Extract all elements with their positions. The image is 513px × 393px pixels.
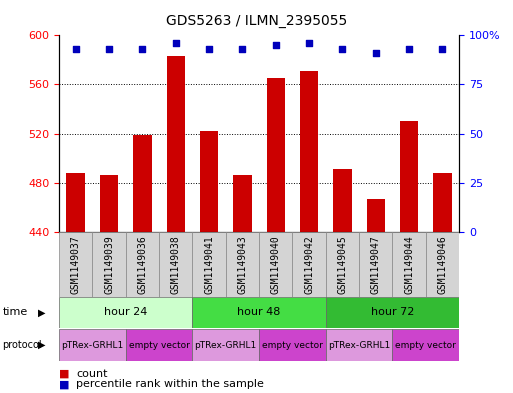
- Bar: [259, 329, 326, 361]
- Point: [271, 42, 280, 48]
- Bar: [59, 329, 126, 361]
- Text: count: count: [76, 369, 107, 379]
- Bar: [300, 71, 318, 232]
- Bar: [400, 121, 418, 232]
- Bar: [367, 199, 385, 232]
- Point: [338, 46, 346, 52]
- Text: GSM1149037: GSM1149037: [71, 235, 81, 294]
- Bar: [159, 232, 192, 297]
- Bar: [426, 232, 459, 297]
- Bar: [100, 175, 118, 232]
- Point: [105, 46, 113, 52]
- Text: time: time: [3, 307, 28, 318]
- Bar: [226, 232, 259, 297]
- Bar: [292, 232, 326, 297]
- Bar: [359, 232, 392, 297]
- Text: GSM1149038: GSM1149038: [171, 235, 181, 294]
- Bar: [192, 329, 259, 361]
- Text: ■: ■: [59, 369, 69, 379]
- Bar: [233, 175, 251, 232]
- Bar: [59, 297, 192, 328]
- Bar: [392, 329, 459, 361]
- Text: GDS5263 / ILMN_2395055: GDS5263 / ILMN_2395055: [166, 14, 347, 28]
- Point: [138, 46, 146, 52]
- Point: [238, 46, 246, 52]
- Text: empty vector: empty vector: [262, 341, 323, 349]
- Bar: [326, 232, 359, 297]
- Text: hour 24: hour 24: [104, 307, 147, 318]
- Text: pTRex-GRHL1: pTRex-GRHL1: [194, 341, 257, 349]
- Text: GSM1149044: GSM1149044: [404, 235, 414, 294]
- Bar: [92, 232, 126, 297]
- Text: GSM1149045: GSM1149045: [338, 235, 347, 294]
- Text: ▶: ▶: [38, 340, 46, 350]
- Text: percentile rank within the sample: percentile rank within the sample: [76, 379, 264, 389]
- Text: pTRex-GRHL1: pTRex-GRHL1: [328, 341, 390, 349]
- Point: [405, 46, 413, 52]
- Text: protocol: protocol: [3, 340, 42, 350]
- Bar: [192, 232, 226, 297]
- Point: [205, 46, 213, 52]
- Text: GSM1149042: GSM1149042: [304, 235, 314, 294]
- Text: GSM1149039: GSM1149039: [104, 235, 114, 294]
- Bar: [133, 135, 151, 232]
- Bar: [267, 78, 285, 232]
- Bar: [259, 232, 292, 297]
- Text: empty vector: empty vector: [396, 341, 456, 349]
- Text: GSM1149047: GSM1149047: [371, 235, 381, 294]
- Text: GSM1149041: GSM1149041: [204, 235, 214, 294]
- Text: GSM1149040: GSM1149040: [271, 235, 281, 294]
- Text: GSM1149046: GSM1149046: [438, 235, 447, 294]
- Bar: [126, 329, 192, 361]
- Bar: [326, 297, 459, 328]
- Point: [71, 46, 80, 52]
- Bar: [67, 173, 85, 232]
- Text: hour 48: hour 48: [238, 307, 281, 318]
- Bar: [200, 131, 218, 232]
- Text: hour 72: hour 72: [371, 307, 414, 318]
- Point: [305, 40, 313, 46]
- Text: ■: ■: [59, 379, 69, 389]
- Text: GSM1149043: GSM1149043: [238, 235, 247, 294]
- Bar: [326, 329, 392, 361]
- Bar: [333, 169, 351, 232]
- Bar: [392, 232, 426, 297]
- Text: ▶: ▶: [38, 307, 46, 318]
- Text: pTRex-GRHL1: pTRex-GRHL1: [61, 341, 124, 349]
- Point: [371, 50, 380, 56]
- Text: GSM1149036: GSM1149036: [137, 235, 147, 294]
- Bar: [126, 232, 159, 297]
- Bar: [192, 297, 326, 328]
- Text: empty vector: empty vector: [129, 341, 189, 349]
- Point: [171, 40, 180, 46]
- Point: [438, 46, 446, 52]
- Bar: [433, 173, 451, 232]
- Bar: [59, 232, 92, 297]
- Bar: [167, 56, 185, 232]
